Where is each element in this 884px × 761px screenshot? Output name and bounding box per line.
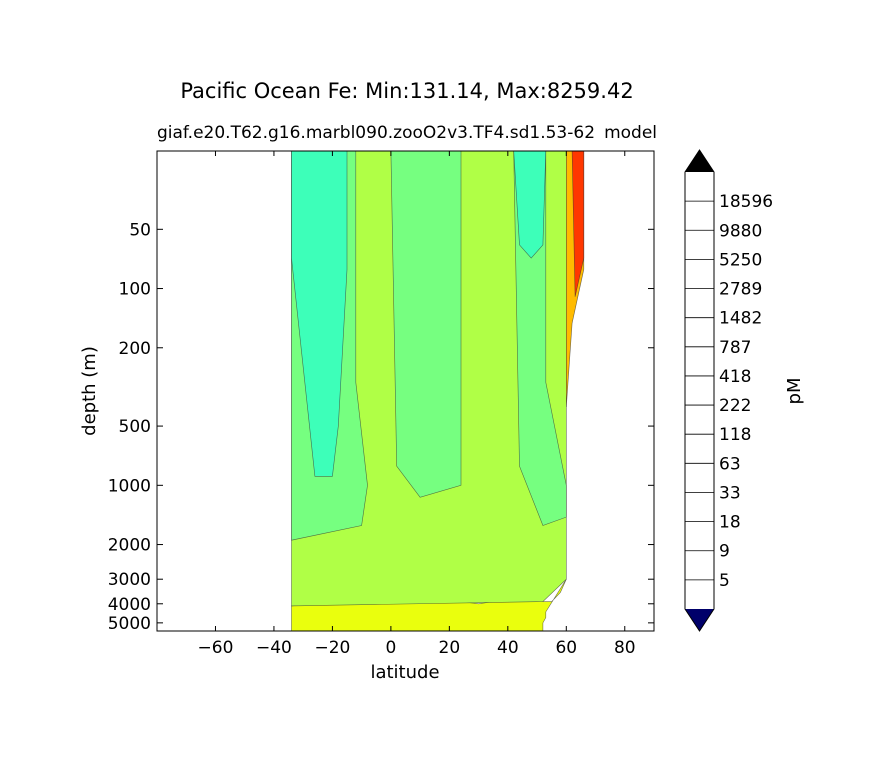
colorbar-tick-label: 118	[719, 425, 751, 445]
x-tick-label: 0	[385, 638, 396, 658]
colorbar-tick-label: 63	[719, 454, 741, 474]
colorbar-tick-label: 5250	[719, 250, 762, 270]
x-tick-label: 80	[614, 638, 636, 658]
colorbar-tick-label: 18596	[719, 192, 773, 212]
y-tick-label: 100	[119, 280, 151, 300]
y-tick-label: 2000	[108, 536, 151, 556]
colorbar: 5 9 18 33 63 118 222 418 787 1482 2789 5250 9880 1859…	[684, 149, 773, 632]
contour-region-low-fe-north	[513, 151, 547, 259]
colorbar-tick-label: 18	[719, 513, 741, 533]
colorbar-label: pM	[784, 378, 805, 405]
x-tick-label: 20	[439, 638, 461, 658]
x-axis: −60 −40 −20 0 20 40 60 80	[198, 151, 636, 658]
colorbar-extend-bottom	[685, 609, 714, 631]
chart-subtitle-left: giaf.e20.T62.g16.marbl090.zooO2v3.TF4.sd…	[157, 123, 595, 143]
x-tick-label: 40	[497, 638, 519, 658]
colorbar-tick-label: 9	[719, 542, 730, 562]
chart-title: Pacific Ocean Fe: Min:131.14, Max:8259.4…	[180, 79, 633, 103]
chart-subtitle-right: model	[604, 123, 657, 143]
y-axis-label: depth (m)	[79, 346, 100, 436]
y-tick-label: 200	[119, 339, 151, 359]
y-tick-label: 3000	[108, 570, 151, 590]
x-axis-label: latitude	[370, 662, 439, 683]
x-tick-label: −40	[256, 638, 292, 658]
y-tick-label: 4000	[108, 595, 151, 615]
contour-region-very-high-fe-margin	[571, 151, 585, 297]
colorbar-tick-label: 1482	[719, 309, 762, 329]
y-tick-label: 50	[129, 220, 151, 240]
contour-fills	[291, 151, 585, 631]
y-tick-label: 5000	[108, 614, 151, 634]
colorbar-outline	[684, 149, 715, 632]
contour-region-shallow-fe-mid	[390, 151, 462, 498]
colorbar-tick-label: 418	[719, 367, 751, 387]
contour-region-low-fe-south	[291, 151, 348, 477]
plot-frame	[156, 150, 655, 632]
colorbar-tick-label: 2789	[719, 280, 762, 300]
colorbar-tick-label: 33	[719, 483, 741, 503]
x-tick-label: 60	[555, 638, 577, 658]
colorbar-tick-label: 222	[719, 396, 751, 416]
x-tick-label: −20	[314, 638, 350, 658]
colorbar-tick-label: 787	[719, 338, 751, 358]
y-tick-label: 500	[119, 417, 151, 437]
y-tick-label: 1000	[108, 476, 151, 496]
x-tick-label: −60	[198, 638, 234, 658]
colorbar-tick-label: 9880	[719, 221, 762, 241]
colorbar-tick-label: 5	[719, 571, 730, 591]
colorbar-extend-top	[685, 150, 714, 172]
plot-area	[156, 150, 655, 632]
